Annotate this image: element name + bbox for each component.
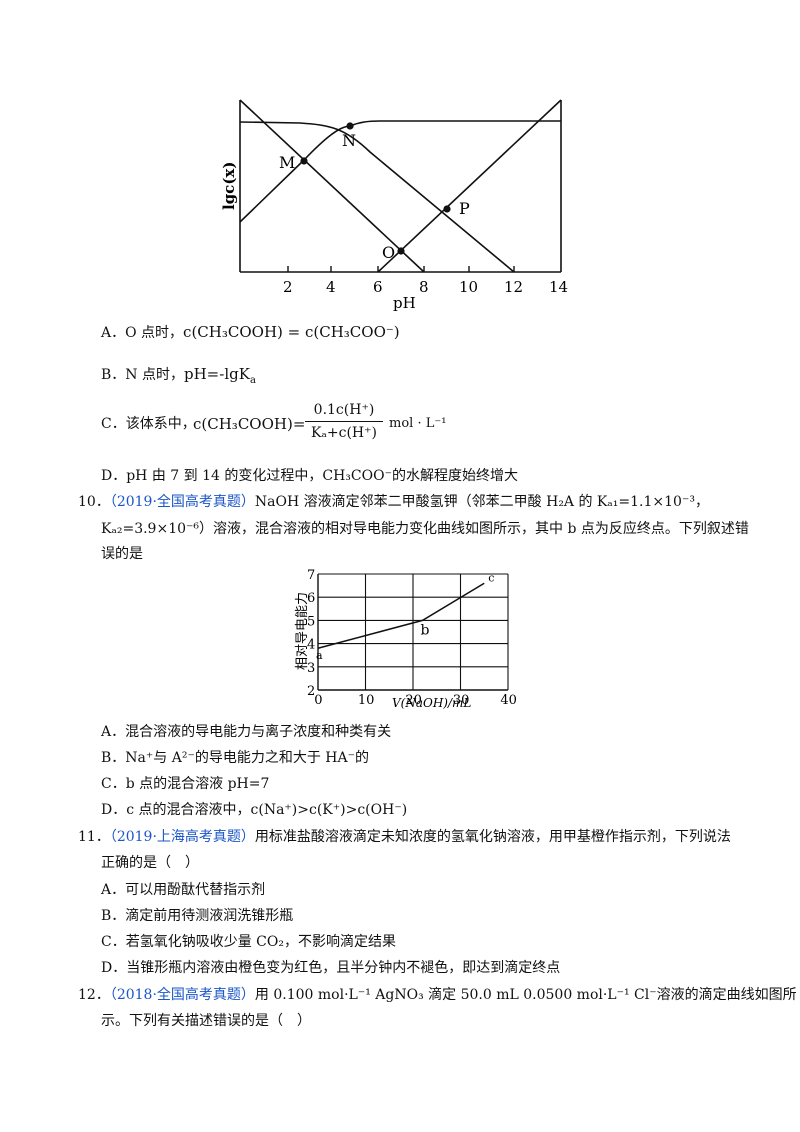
q11-source[interactable]: （2019·上海高考真题）	[109, 829, 255, 845]
q12-source[interactable]: （2018·全国高考真题）	[109, 987, 255, 1003]
q12-stem-line-2: 示。下列有关描述错误的是（ ）	[101, 1013, 311, 1029]
chart2-ylabel: 相对导电能力	[295, 592, 310, 670]
chart2-xtick-20: 20	[405, 693, 422, 708]
q11-option-c: C．若氢氧化钠吸收少量 CO₂，不影响滴定结果	[101, 934, 396, 950]
q9-option-b-expr: pH=-lgK	[184, 365, 250, 383]
tick-10: 10	[459, 278, 478, 296]
chart2-ytick-3: 3	[307, 661, 315, 676]
chart2-point-label-a: a	[316, 649, 323, 662]
point-p-label: P	[459, 199, 470, 218]
q11-option-a: A．可以用酚酞代替指示剂	[101, 882, 266, 898]
chart2-ytick-7: 7	[307, 568, 315, 583]
q9-option-c: C．该体系中， c(CH₃COOH)= 0.1c(H⁺) Kₐ+c(H⁺) mo…	[101, 400, 447, 443]
point-n-label: N	[342, 131, 356, 150]
chart2-marks: a b c	[316, 571, 494, 662]
q10-option-d: D．c 点的混合溶液中，c(Na⁺)>c(K⁺)>c(OH⁻)	[101, 802, 408, 818]
tick-4: 4	[326, 278, 336, 296]
tick-14: 14	[549, 278, 568, 296]
chart2-series-line	[317, 582, 485, 649]
q9-option-a: A．O 点时，c(CH₃COOH) = c(CH₃COO⁻)	[101, 323, 400, 341]
q12-stem-line-1: 12．（2018·全国高考真题）用 0.100 mol·L⁻¹ AgNO₃ 滴定…	[78, 987, 797, 1003]
chart1-h-line	[239, 99, 425, 273]
lgc-ph-chart: M N P O 2 4 6 8 10 12 14 pH lgc(x)	[220, 99, 568, 312]
chart2-point-label-c: c	[488, 571, 494, 584]
chart2-ytick-5: 5	[307, 614, 315, 629]
chart1-ticks	[287, 266, 515, 272]
point-p	[443, 205, 451, 213]
point-o	[397, 247, 405, 255]
chart2-ytick-6: 6	[307, 591, 315, 606]
chart1-ch3cooh-curve	[239, 121, 515, 273]
q9-option-d: D．pH 由 7 到 14 的变化过程中，CH₃COO⁻的水解程度始终增大	[101, 468, 518, 484]
q11-stem-line-2: 正确的是（ ）	[101, 855, 199, 871]
point-o-label: O	[382, 243, 395, 262]
q11-option-d: D．当锥形瓶内溶液由橙色变为红色，且半分钟内不褪色，即达到滴定终点	[101, 960, 561, 976]
q10-stem-line-2: Kₐ₂=3.9×10⁻⁶）溶液，混合溶液的相对导电能力变化曲线如图所示，其中 b…	[101, 521, 749, 537]
chart2-xtick-30: 30	[453, 693, 470, 708]
chart1-xlabel: pH	[393, 294, 416, 312]
point-n	[346, 122, 354, 130]
q11-option-b: B．滴定前用待测液润洗锥形瓶	[101, 908, 294, 924]
q10-option-b: B．Na⁺与 A²⁻的导电能力之和大于 HA⁻的	[101, 750, 369, 766]
chart2-xlabel: V(NaOH)/mL	[392, 696, 471, 710]
q9-option-a-equation: c(CH₃COOH) = c(CH₃COO⁻)	[183, 323, 400, 341]
q10-stem-line-3: 误的是	[101, 546, 143, 562]
tick-12: 12	[504, 278, 523, 296]
chart1-ylabel: lgc(x)	[220, 162, 238, 210]
conductivity-chart: 2 3 4 5 6 7 0 10 20 30 40 a b c 相对导电能力 V(NaOH)/mL	[295, 568, 517, 710]
q9-option-c-fraction: 0.1c(H⁺) Kₐ+c(H⁺)	[305, 400, 383, 443]
chart2-xtick-0: 0	[314, 693, 322, 708]
q9-option-b: B．N 点时，pH=-lgKa	[101, 365, 256, 386]
q9-option-c-lhs: c(CH₃COOH)=	[193, 415, 306, 433]
q10-stem-line-1: 10．（2019·全国高考真题）NaOH 溶液滴定邻苯二甲酸氢钾（邻苯二甲酸 H…	[78, 494, 709, 510]
tick-2: 2	[283, 278, 293, 296]
q10-option-c: C．b 点的混合溶液 pH=7	[101, 776, 270, 792]
q10-source[interactable]: （2019·全国高考真题）	[109, 494, 255, 510]
chart2-grid: 2 3 4 5 6 7 0 10 20 30 40	[307, 568, 517, 708]
q11-stem-line-1: 11．（2019·上海高考真题）用标准盐酸溶液滴定未知浓度的氢氧化钠溶液，用甲基…	[78, 829, 731, 845]
tick-6: 6	[373, 278, 383, 296]
point-m-label: M	[279, 153, 295, 172]
chart2-point-label-b: b	[421, 622, 430, 638]
q10-option-a: A．混合溶液的导电能力与离子浓度和种类有关	[101, 724, 392, 740]
chart2-ytick-2: 2	[307, 684, 315, 699]
point-m	[300, 157, 308, 165]
chart2-xtick-10: 10	[358, 693, 375, 708]
tick-8: 8	[419, 278, 429, 296]
chart2-ytick-4: 4	[307, 638, 315, 653]
chart1-oh-line	[377, 99, 562, 273]
chart2-xtick-40: 40	[500, 693, 517, 708]
